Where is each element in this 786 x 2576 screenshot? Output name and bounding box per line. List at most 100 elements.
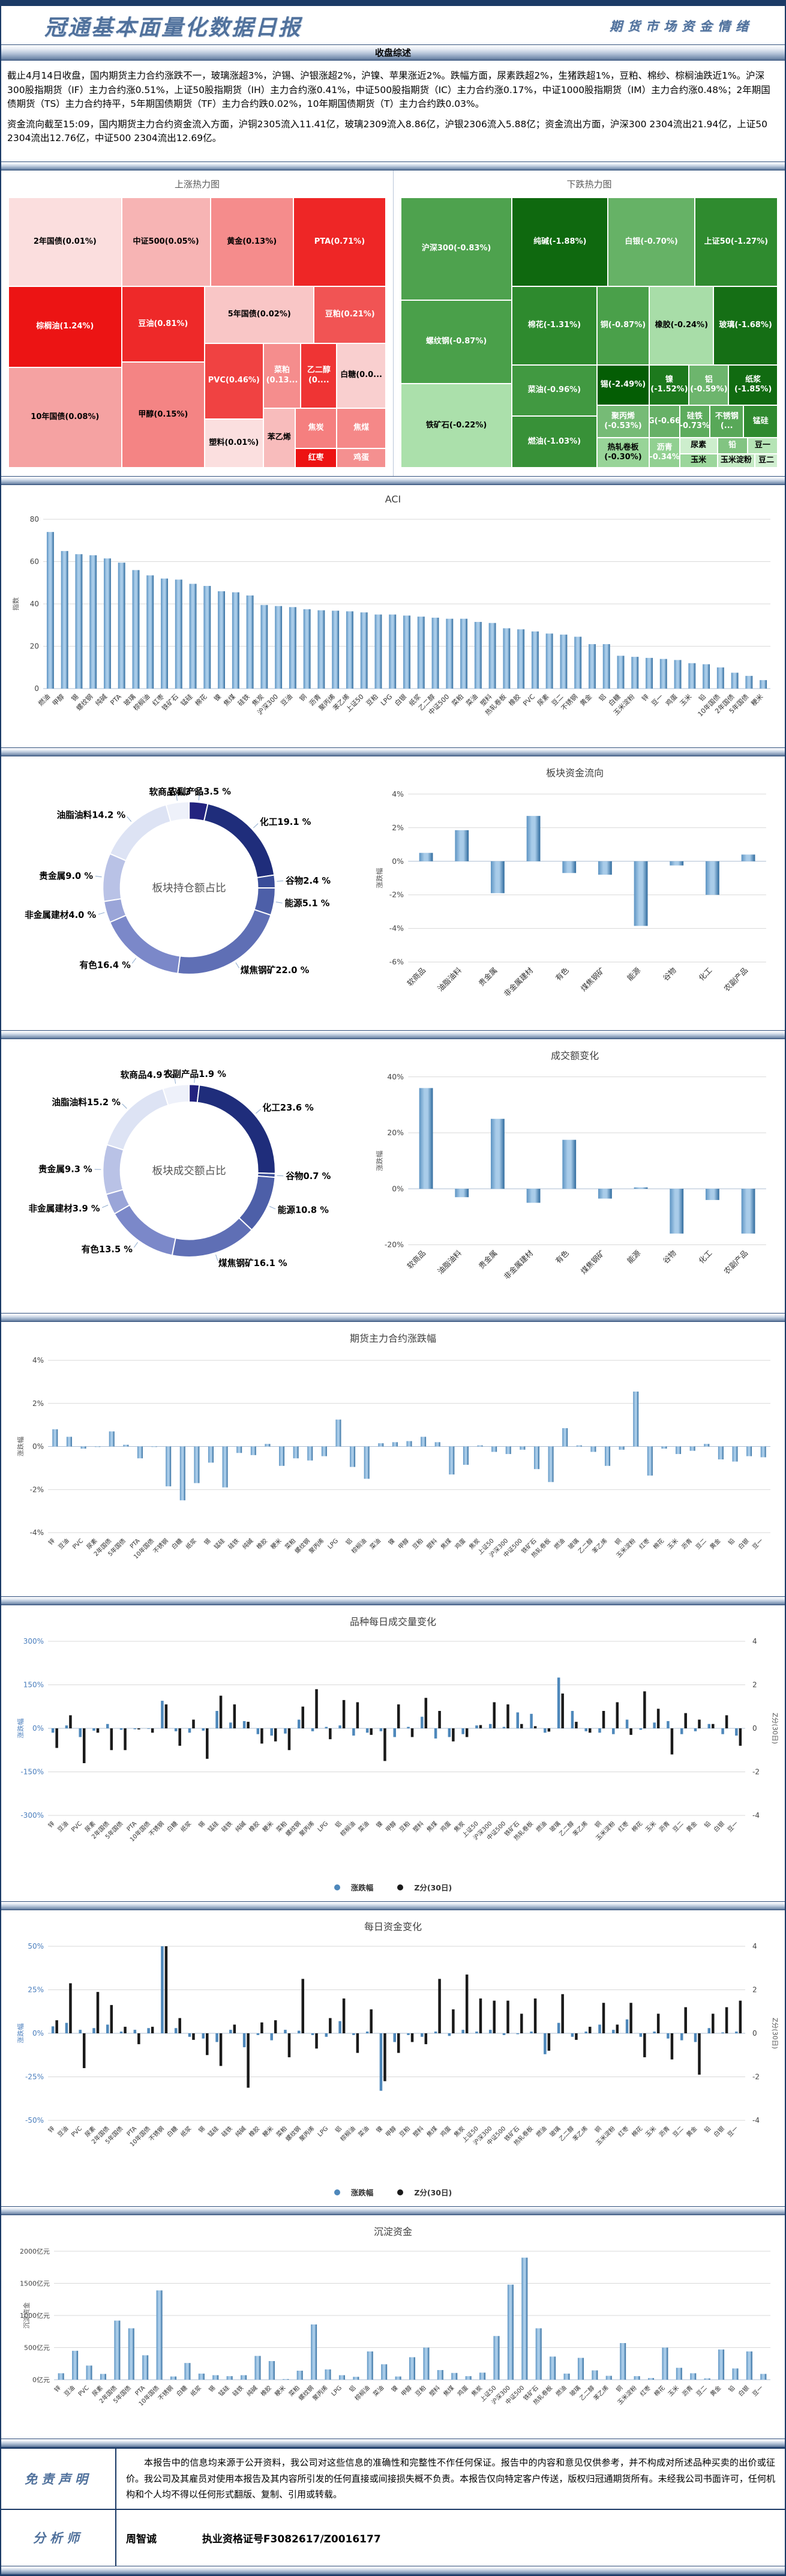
treemap-cell: 不锈钢(... bbox=[710, 405, 744, 438]
svg-text:80: 80 bbox=[30, 515, 39, 523]
svg-text:有色16.4 %: 有色16.4 % bbox=[80, 959, 131, 970]
svg-text:有色: 有色 bbox=[554, 965, 571, 982]
svg-text:贵金属: 贵金属 bbox=[477, 1248, 499, 1270]
main-contract-change-title: 期货主力合约涨跌幅 bbox=[6, 1330, 780, 1345]
svg-text:棕榈油: 棕榈油 bbox=[131, 692, 151, 712]
svg-text:沥青: 沥青 bbox=[657, 2125, 671, 2138]
turnover-change-chart: 40%20%0%-20%软商品油脂油料贵金属非金属建材有色煤焦钢矿能源谷物化工农… bbox=[370, 1063, 780, 1312]
svg-text:锡: 锡 bbox=[202, 1537, 212, 1546]
svg-text:沉淀资金: 沉淀资金 bbox=[22, 2302, 31, 2329]
svg-text:锌: 锌 bbox=[46, 1820, 56, 1829]
position-donut-col: 农副产品3.5 %化工19.1 %谷物2.4 %能源5.1 %煤焦钢矿22.0 … bbox=[6, 759, 370, 1011]
treemap-cell: 白糖(0.0... bbox=[337, 343, 386, 408]
svg-text:PVC: PVC bbox=[70, 2126, 83, 2139]
svg-text:油脂油料15.2 %: 油脂油料15.2 % bbox=[52, 1097, 121, 1108]
svg-text:20: 20 bbox=[30, 642, 39, 650]
analyst-cert: 执业资格证号F3082617/Z0016177 bbox=[202, 2533, 381, 2545]
svg-text:橡胶: 橡胶 bbox=[259, 2384, 273, 2398]
svg-text:能源: 能源 bbox=[625, 1248, 642, 1265]
svg-text:焦煤: 焦煤 bbox=[439, 1537, 453, 1551]
svg-text:硅铁: 硅铁 bbox=[220, 1820, 233, 1833]
svg-text:油脂油料: 油脂油料 bbox=[436, 965, 463, 993]
svg-text:纸浆: 纸浆 bbox=[184, 1537, 198, 1551]
svg-text:锰硅: 锰硅 bbox=[179, 692, 194, 707]
svg-text:2000亿元: 2000亿元 bbox=[20, 2248, 50, 2255]
svg-text:鸡蛋: 鸡蛋 bbox=[439, 2125, 452, 2138]
svg-text:不锈钢: 不锈钢 bbox=[147, 2125, 165, 2143]
svg-text:2%: 2% bbox=[392, 822, 404, 831]
svg-text:LPG: LPG bbox=[327, 1538, 340, 1551]
zscore-series-dot-icon bbox=[397, 2189, 403, 2195]
svg-text:150%: 150% bbox=[23, 1681, 44, 1689]
svg-text:4: 4 bbox=[752, 1942, 757, 1950]
svg-text:LPG: LPG bbox=[317, 1821, 329, 1833]
svg-text:甲醇: 甲醇 bbox=[400, 2384, 413, 2398]
svg-text:-4: -4 bbox=[752, 2116, 760, 2125]
treemap-cell: 焦炭 bbox=[295, 408, 337, 449]
svg-text:锰硅: 锰硅 bbox=[206, 2125, 220, 2138]
svg-text:甲醇: 甲醇 bbox=[384, 2125, 398, 2138]
svg-text:0: 0 bbox=[752, 2029, 757, 2038]
svg-text:白糖: 白糖 bbox=[170, 1537, 184, 1551]
svg-text:硅铁: 硅铁 bbox=[220, 2125, 233, 2138]
svg-text:白糖: 白糖 bbox=[165, 2125, 179, 2138]
svg-text:LPG: LPG bbox=[317, 2126, 329, 2138]
svg-text:铝: 铝 bbox=[597, 692, 608, 703]
svg-text:菜油: 菜油 bbox=[464, 692, 479, 707]
svg-text:不锈钢: 不锈钢 bbox=[157, 2384, 175, 2402]
svg-text:化工: 化工 bbox=[697, 965, 714, 982]
svg-text:纸浆: 纸浆 bbox=[179, 2125, 193, 2138]
svg-text:甲醇: 甲醇 bbox=[397, 1537, 410, 1551]
svg-text:纯碱: 纯碱 bbox=[233, 2125, 247, 2138]
svg-text:煤焦钢矿16.1 %: 煤焦钢矿16.1 % bbox=[218, 1258, 287, 1268]
svg-text:乙二醇: 乙二醇 bbox=[578, 2384, 596, 2402]
svg-text:玉米: 玉米 bbox=[667, 2384, 680, 2398]
svg-text:螺纹钢: 螺纹钢 bbox=[297, 2384, 315, 2402]
svg-text:4%: 4% bbox=[32, 1356, 44, 1365]
svg-text:豆油: 豆油 bbox=[279, 692, 294, 707]
svg-text:塑料: 塑料 bbox=[411, 2125, 425, 2138]
svg-text:0亿元: 0亿元 bbox=[32, 2376, 50, 2384]
turnover-change-title: 成交额变化 bbox=[370, 1048, 780, 1062]
svg-text:25%: 25% bbox=[28, 1986, 44, 1994]
svg-text:非金属建材4.0 %: 非金属建材4.0 % bbox=[25, 909, 96, 920]
svg-text:4%: 4% bbox=[392, 789, 404, 798]
svg-text:油脂油料14.2 %: 油脂油料14.2 % bbox=[57, 809, 126, 820]
svg-text:谷物: 谷物 bbox=[661, 1248, 678, 1265]
svg-text:燃油: 燃油 bbox=[534, 1820, 548, 1833]
svg-text:0%: 0% bbox=[32, 2029, 44, 2038]
closing-summary-text: 截止4月14日收盘，国内期货主力合约涨跌不一，玻璃涨超3%，沪锡、沪银涨超2%，… bbox=[1, 61, 785, 161]
svg-text:涨跌幅: 涨跌幅 bbox=[16, 1719, 25, 1739]
treemap-cell: 燃油(-1.03%) bbox=[512, 416, 596, 468]
svg-text:白银: 白银 bbox=[736, 1537, 750, 1551]
svg-text:豆油: 豆油 bbox=[56, 2125, 70, 2138]
svg-text:铝: 铝 bbox=[348, 2384, 358, 2394]
falling-heatmap: 沪深300(-0.83%)纯碱(-1.88%)白银(-0.70%)上证50(-1… bbox=[401, 198, 778, 468]
svg-text:镍: 镍 bbox=[386, 1537, 396, 1546]
svg-text:红枣: 红枣 bbox=[616, 2125, 630, 2138]
svg-text:不锈钢: 不锈钢 bbox=[560, 692, 580, 712]
svg-text:玉米: 玉米 bbox=[665, 1537, 679, 1551]
svg-text:鸡蛋: 鸡蛋 bbox=[664, 692, 679, 707]
svg-text:锰硅: 锰硅 bbox=[217, 2384, 230, 2398]
svg-text:煤焦钢矿: 煤焦钢矿 bbox=[579, 1248, 607, 1276]
daily-volume-change-title: 品种每日成交量变化 bbox=[6, 1614, 780, 1628]
svg-text:焦煤: 焦煤 bbox=[222, 692, 237, 707]
svg-text:鸡蛋: 鸡蛋 bbox=[453, 1537, 467, 1551]
svg-text:0%: 0% bbox=[32, 1443, 44, 1451]
svg-text:菜油: 菜油 bbox=[371, 2384, 385, 2398]
treemap-cell: 硅铁(-0.73%) bbox=[680, 405, 710, 438]
treemap-cell: 豆粕(0.21%) bbox=[314, 286, 386, 343]
treemap-cell: 豆二 bbox=[755, 454, 778, 468]
svg-text:铁矿石: 铁矿石 bbox=[160, 692, 180, 712]
svg-text:聚丙烯: 聚丙烯 bbox=[307, 1537, 325, 1555]
svg-text:镍: 镍 bbox=[374, 1820, 384, 1829]
svg-text:螺纹钢: 螺纹钢 bbox=[284, 1820, 302, 1838]
